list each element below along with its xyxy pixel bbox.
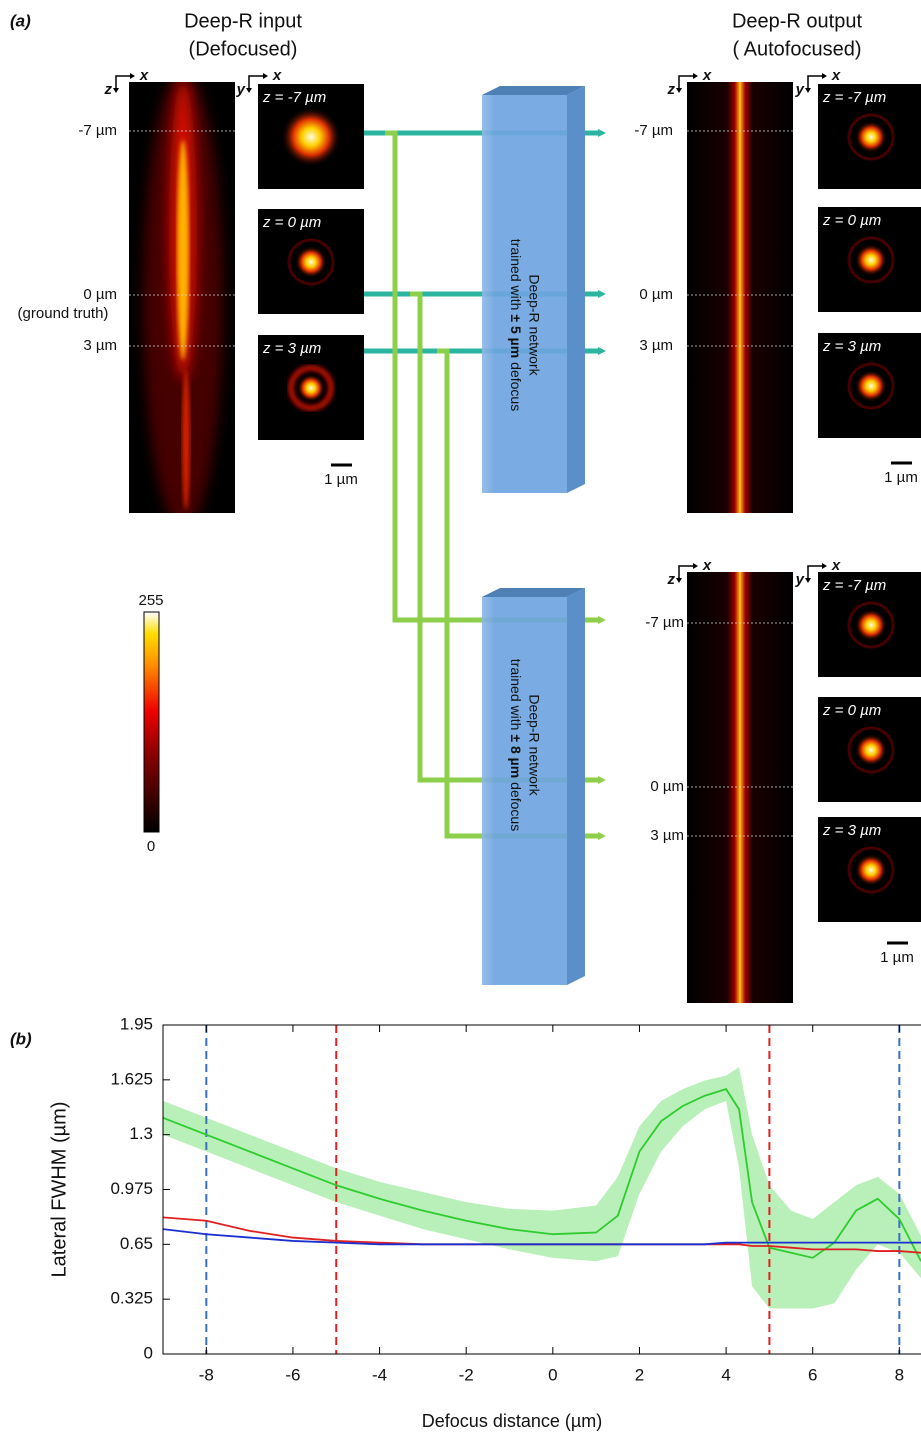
depth-label: 3 µm xyxy=(650,827,684,844)
inset-label: z = -7 µm xyxy=(822,577,886,594)
ground-truth-label: (ground truth) xyxy=(18,305,109,322)
x-tick-label: 2 xyxy=(635,1365,644,1384)
y-tick-label: 0.65 xyxy=(120,1234,153,1253)
depth-label: -7 µm xyxy=(78,122,117,139)
axis-letter: y xyxy=(795,81,805,98)
colorbar xyxy=(144,612,159,832)
output-column xyxy=(687,572,793,1003)
panel-label: (b) xyxy=(10,1029,32,1048)
figure: (a) Deep-R input (Defocused) x z x y -7 µm 0 µm 3… xyxy=(0,0,921,1435)
scale-bar-label: 1 µm xyxy=(324,471,358,488)
depth-label: -7 µm xyxy=(634,122,673,139)
y-tick-label: 1.95 xyxy=(120,1014,153,1033)
colorbar-label: 255 xyxy=(138,592,163,609)
x-tick-label: -2 xyxy=(459,1365,474,1384)
network-defocus: defocus xyxy=(508,782,524,831)
psf-spot xyxy=(855,734,887,766)
y-tick-label: 0.325 xyxy=(110,1289,153,1308)
inset-label: z = 3 µm xyxy=(822,338,881,355)
axis-letter: x xyxy=(272,67,282,84)
psf-spot xyxy=(295,246,327,278)
x-tick-label: -4 xyxy=(372,1365,387,1384)
axis-icon xyxy=(116,76,130,88)
network-training: trained with ± 8 µm defocus xyxy=(508,659,524,831)
panel-title: (Defocused) xyxy=(189,38,298,60)
inset-label: z = -7 µm xyxy=(822,89,886,106)
depth-label: 3 µm xyxy=(639,337,673,354)
psf-spot xyxy=(281,107,341,167)
page: {"panel_a": { "label": "(a)", "axes": {"… xyxy=(0,0,921,1435)
axis-letter: x xyxy=(139,67,149,84)
x-tick-label: 8 xyxy=(895,1365,904,1384)
panel-label: (a) xyxy=(10,11,31,30)
error-band xyxy=(163,1067,921,1308)
x-tick-label: 0 xyxy=(548,1365,557,1384)
network-trained: trained with xyxy=(508,239,524,311)
network-range: ± 8 µm xyxy=(508,734,524,778)
y-tick-label: 0 xyxy=(144,1343,153,1362)
network-range: ± 5 µm xyxy=(508,314,524,358)
network-name: Deep-R network xyxy=(526,274,542,376)
psf-spot xyxy=(855,121,887,153)
psf-spot xyxy=(855,370,887,402)
axis-letter: y xyxy=(236,81,246,98)
y-tick-label: 1.625 xyxy=(110,1069,153,1088)
scale-bar-label: 1 µm xyxy=(880,949,914,966)
glow xyxy=(182,370,190,510)
psf-spot xyxy=(297,374,325,402)
axis-letter: z xyxy=(667,571,676,588)
depth-label: 0 µm xyxy=(639,286,673,303)
input-column xyxy=(129,70,235,530)
depth-label: 0 µm xyxy=(650,778,684,795)
depth-label: -7 µm xyxy=(645,614,684,631)
network-box-top xyxy=(482,86,585,95)
psf-spot xyxy=(855,244,887,276)
scale-bar-label: 1 µm xyxy=(884,469,918,486)
output-column xyxy=(687,82,793,513)
y-tick-label: 1.3 xyxy=(129,1124,153,1143)
depth-label: 3 µm xyxy=(83,337,117,354)
network-defocus: defocus xyxy=(508,362,524,411)
network-boxes xyxy=(482,86,585,985)
network-box-side xyxy=(567,588,585,985)
axis-letter: z xyxy=(667,81,676,98)
x-tick-label: 6 xyxy=(808,1365,817,1384)
y-axis-label: Lateral FWHM (µm) xyxy=(48,1102,70,1278)
network-box-side xyxy=(567,86,585,493)
network-trained: trained with xyxy=(508,659,524,731)
psf-spot xyxy=(855,609,887,641)
glow xyxy=(177,140,189,360)
panel-title: ( Autofocused) xyxy=(733,38,862,60)
inset-label: z = 3 µm xyxy=(822,822,881,839)
colorbar-label: 0 xyxy=(147,838,155,855)
axis-letter: z xyxy=(104,81,113,98)
axis-letter: x xyxy=(831,557,841,574)
psf-spot xyxy=(855,854,887,886)
panel-title: Deep-R output xyxy=(732,10,863,32)
inset-label: z = 0 µm xyxy=(822,702,881,719)
x-tick-label: 4 xyxy=(721,1365,730,1384)
depth-label: 0 µm xyxy=(83,286,117,303)
y-tick-label: 0.975 xyxy=(110,1179,153,1198)
axis-letter: x xyxy=(702,557,712,574)
panel-title: Deep-R input xyxy=(184,10,302,32)
inset-label: z = 0 µm xyxy=(822,212,881,229)
axis-letter: x xyxy=(702,67,712,84)
network-box-top xyxy=(482,588,585,597)
x-tick-label: -6 xyxy=(285,1365,300,1384)
plot-area xyxy=(163,1025,921,1354)
x-tick-label: -8 xyxy=(199,1365,214,1384)
network-training: trained with ± 5 µm defocus xyxy=(508,239,524,411)
inset-label: z = 3 µm xyxy=(262,340,321,357)
axis-letter: y xyxy=(795,571,805,588)
inset-label: z = -7 µm xyxy=(262,89,326,106)
x-axis-label: Defocus distance (µm) xyxy=(422,1411,602,1431)
network-name: Deep-R network xyxy=(526,694,542,796)
axis-letter: x xyxy=(831,67,841,84)
inset-label: z = 0 µm xyxy=(262,214,321,231)
